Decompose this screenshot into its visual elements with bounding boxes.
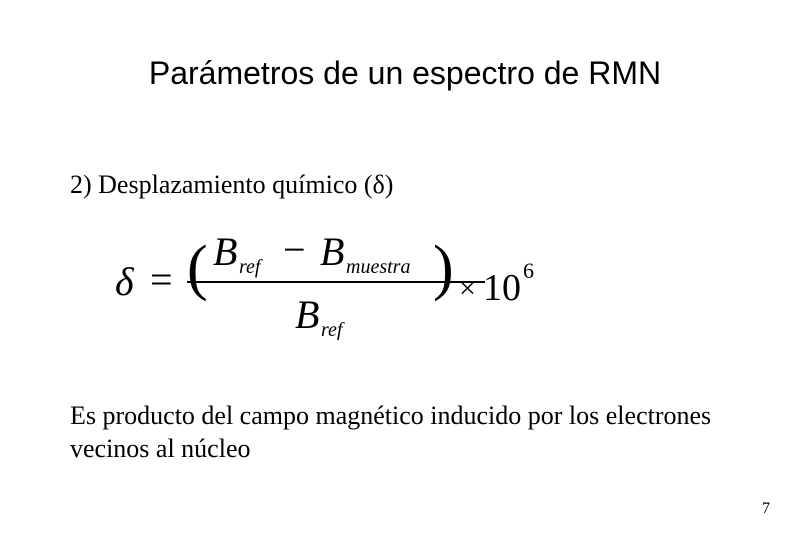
exponent-six: 6 bbox=[523, 258, 534, 283]
left-paren: ( bbox=[187, 234, 208, 302]
minus-sign: − bbox=[283, 227, 306, 272]
delta-symbol: δ bbox=[115, 259, 135, 304]
body-paragraph: Es producto del campo magnético inducido… bbox=[70, 400, 730, 465]
b-ref-num-sub: ref bbox=[239, 256, 263, 278]
page-title: Parámetros de un espectro de RMN bbox=[0, 55, 810, 92]
formula-svg: δ = ( B ref − B muestra ) B ref bbox=[115, 220, 615, 340]
chemical-shift-formula: δ = ( B ref − B muestra ) B ref bbox=[115, 220, 615, 340]
b-ref-num: B bbox=[213, 229, 237, 274]
b-muestra: B bbox=[320, 229, 344, 274]
page-number: 7 bbox=[762, 500, 770, 518]
equals-sign: = bbox=[150, 257, 173, 302]
b-ref-denom: B bbox=[295, 292, 319, 337]
section-heading: 2) Desplazamiento químico (δ) bbox=[70, 170, 393, 200]
slide: Parámetros de un espectro de RMN 2) Desp… bbox=[0, 0, 810, 540]
b-ref-denom-sub: ref bbox=[321, 319, 345, 340]
b-muestra-sub: muestra bbox=[346, 256, 410, 278]
ten-base: 10 bbox=[483, 267, 521, 309]
right-paren: ) bbox=[433, 234, 454, 302]
times-sign: × bbox=[459, 272, 476, 305]
